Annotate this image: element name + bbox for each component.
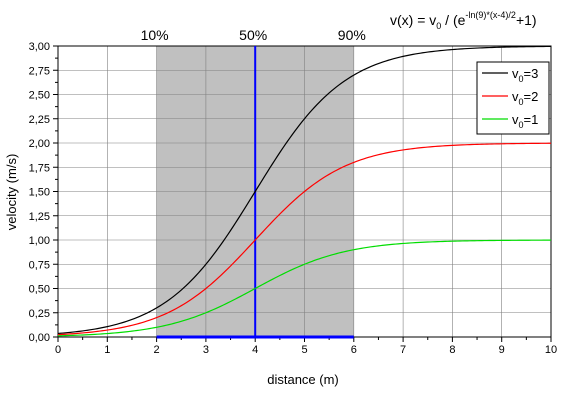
y-tick-label: 0,00: [29, 332, 50, 344]
formula-exponent: -ln(9)*(x-4)/2: [465, 10, 516, 20]
formula-lhs-subscript: 0: [436, 21, 441, 31]
x-tick-labels: 0 1 2 3 4 5 6 7 8 9 10: [55, 344, 557, 356]
x-tick-label: 2: [154, 344, 160, 356]
x-tick-label: 3: [203, 344, 209, 356]
y-tick-label: 2,75: [29, 65, 50, 77]
x-tick-label: 4: [252, 344, 258, 356]
y-tick-label: 0,50: [29, 284, 50, 296]
series-line: [57, 239, 552, 337]
legend-label: v0=1: [512, 112, 538, 130]
x-tick-label: 1: [104, 344, 110, 356]
formula-rhs: +1): [516, 12, 537, 28]
x-tick-label: 5: [301, 344, 307, 356]
x-tick-label: 8: [449, 344, 455, 356]
y-tick-label: 2,00: [29, 138, 50, 150]
formula: v(x) = v0 / (e-ln(9)*(x-4)/2+1): [390, 10, 537, 31]
series-line: [57, 45, 552, 335]
y-tick-label: 3,00: [29, 41, 50, 53]
series-line: [57, 142, 552, 336]
percent-label: 90%: [338, 27, 366, 43]
x-tick-label: 9: [499, 344, 505, 356]
y-tick-label: 1,50: [29, 187, 50, 199]
legend-label: v0=2: [512, 89, 538, 107]
y-tick-labels: 0,00 0,25 0,50 0,75 1,00 1,25 1,50 1,75 2,00 2,25…: [29, 41, 50, 344]
y-tick-label: 1,75: [29, 162, 50, 174]
legend: v0=3 v0=2 v0=1: [476, 61, 550, 135]
legend-label: v0=3: [512, 66, 538, 84]
x-axis-title: distance (m): [267, 372, 339, 387]
x-tick-label: 10: [545, 344, 557, 356]
percent-label: 50%: [239, 27, 267, 43]
legend-box: [476, 61, 550, 135]
y-tick-label: 0,25: [29, 308, 50, 320]
formula-lhs: v(x) = v: [390, 12, 436, 28]
percent-labels: 10% 50% 90%: [141, 27, 366, 43]
x-tick-label: 0: [55, 344, 61, 356]
y-axis-title: velocity (m/s): [4, 154, 19, 231]
y-tick-label: 2,25: [29, 114, 50, 126]
x-tick-label: 6: [351, 344, 357, 356]
y-tick-label: 0,75: [29, 259, 50, 271]
x-tick-label: 7: [400, 344, 406, 356]
series-curves: [57, 45, 552, 337]
y-tick-label: 1,25: [29, 211, 50, 223]
percent-label: 10%: [141, 27, 169, 43]
y-tick-label: 2,50: [29, 90, 50, 102]
y-tick-label: 1,00: [29, 235, 50, 247]
formula-mid: / (e: [441, 12, 465, 28]
